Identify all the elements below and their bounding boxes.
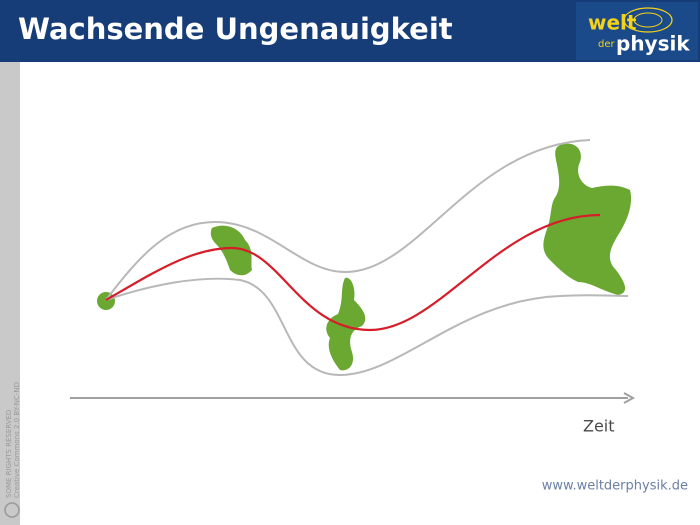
blob	[210, 225, 252, 276]
logo-text: der	[598, 39, 616, 50]
logo-orbit	[623, 7, 673, 33]
side-strip	[0, 62, 20, 525]
logo: welt der physik	[576, 2, 698, 60]
blob	[543, 143, 632, 295]
cc-icon	[4, 502, 20, 518]
trajectory	[105, 213, 601, 332]
blob	[326, 277, 366, 371]
axis-label: Zeit	[583, 417, 615, 436]
license-text: Creative Commons 2.0 BY-NC-ND	[13, 382, 21, 498]
lower-envelope	[105, 277, 629, 377]
upper-envelope	[105, 139, 591, 301]
footer-url: www.weltderphysik.de	[542, 479, 688, 494]
license: SOME RIGHTS RESERVED Creative Commons 2.…	[4, 382, 21, 518]
logo-text: physik	[616, 32, 690, 56]
title: Wachsende Ungenauigkeit	[18, 12, 453, 46]
logo-text: welt	[588, 11, 637, 35]
axis-arrowhead	[623, 392, 636, 404]
license-text: SOME RIGHTS RESERVED	[5, 410, 13, 498]
uncertainty-blobs	[97, 143, 632, 371]
logo-orbit	[633, 12, 663, 28]
blob	[97, 292, 115, 310]
